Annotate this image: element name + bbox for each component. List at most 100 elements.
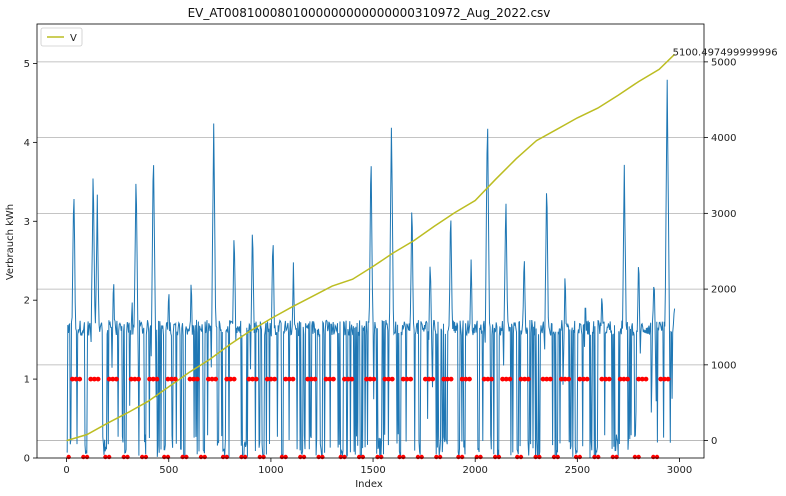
marker-point [485,376,491,382]
marker-point [371,376,377,382]
marker-point [636,376,642,382]
marker-point [408,376,414,382]
marker-point [584,376,590,382]
marker-point [537,454,542,460]
y-axis-title: Verbrauch kWh [5,204,16,280]
y-tick-label: 3 [24,217,30,228]
marker-point [286,376,292,382]
marker-point [603,376,608,382]
marker-point [621,376,627,382]
x-tick-label: 1000 [258,465,283,476]
marker-point [224,454,229,460]
y-tick-label: 4 [24,138,30,149]
marker-point [401,454,406,460]
marker-point [191,376,197,382]
marker-point [143,454,149,460]
marker-point [496,454,502,460]
marker-point [577,376,583,382]
marker-point [205,376,211,382]
marker-point [617,376,623,382]
y2-axis-ticks: 0 1000 2000 3000 4000 5000 [704,57,736,447]
x-tick-label: 1500 [360,465,385,476]
marker-point [559,376,564,382]
marker-point [654,454,660,460]
marker-point [459,376,465,382]
marker-point [77,376,83,382]
marker-point [566,376,572,382]
marker-point [360,454,366,460]
marker-point [581,376,586,382]
y-tick-label: 5 [24,59,30,70]
marker-point [661,376,667,382]
legend: V [40,27,83,47]
marker-point [540,376,546,382]
marker-point [389,376,395,382]
marker-point [625,376,630,382]
marker-point [437,454,443,460]
marker-point [639,376,645,382]
plot-frame [36,23,705,459]
marker-point [349,376,355,382]
cumulative-line [66,53,676,442]
marker-point [92,376,97,382]
marker-point [95,376,101,382]
marker-point [643,376,649,382]
marker-point [327,376,333,382]
marker-point [382,376,388,382]
y2-tick-label: 2000 [711,285,736,296]
marker-point [165,454,171,460]
marker-point [404,376,410,382]
y2-tick-label: 0 [711,436,717,447]
marker-point [430,376,436,382]
x-tick-label: 500 [159,465,178,476]
marker-point [481,376,487,382]
marker-point [342,376,347,382]
marker-point [242,454,248,460]
marker-point [264,376,270,382]
marker-point [445,376,450,382]
marker-point [500,376,505,382]
marker-point [250,376,255,382]
y2-tick-label: 4000 [711,133,736,144]
marker-point [209,376,215,382]
marker-point [577,454,582,460]
chart-title: EV_AT0081000801000000000000000310972_Aug… [188,6,551,20]
marker-point [379,454,384,460]
marker-point [522,376,528,382]
marker-point [187,376,193,382]
marker-point [150,376,156,382]
marker-point [467,376,472,382]
marker-point [106,454,112,460]
marker-point [114,376,119,382]
marker-point [88,376,94,382]
x-tick-label: 2000 [462,465,487,476]
marker-point [658,376,664,382]
y-tick-label: 0 [24,454,30,465]
marker-point [555,454,560,460]
marker-point [599,376,605,382]
x-tick-label: 2500 [565,465,590,476]
marker-point [261,454,266,460]
marker-point [463,376,469,382]
marker-point [132,376,138,382]
marker-point [331,376,336,382]
marker-point [84,454,90,460]
y2-tick-label: 1000 [711,360,736,371]
marker-point [202,454,207,460]
marker-point [459,454,465,460]
marker-point [503,376,509,382]
marker-point [478,454,483,460]
marker-point [320,454,325,460]
marker-point [283,454,288,460]
marker-point [110,376,116,382]
grid-lines [37,61,704,441]
x-tick-label: 3000 [667,465,692,476]
marker-point [224,376,230,382]
marker-point [422,376,428,382]
marker-point [106,376,112,382]
marker-point [125,454,130,460]
marker-point [507,376,513,382]
marker-point [169,376,175,382]
marker-point [312,376,318,382]
